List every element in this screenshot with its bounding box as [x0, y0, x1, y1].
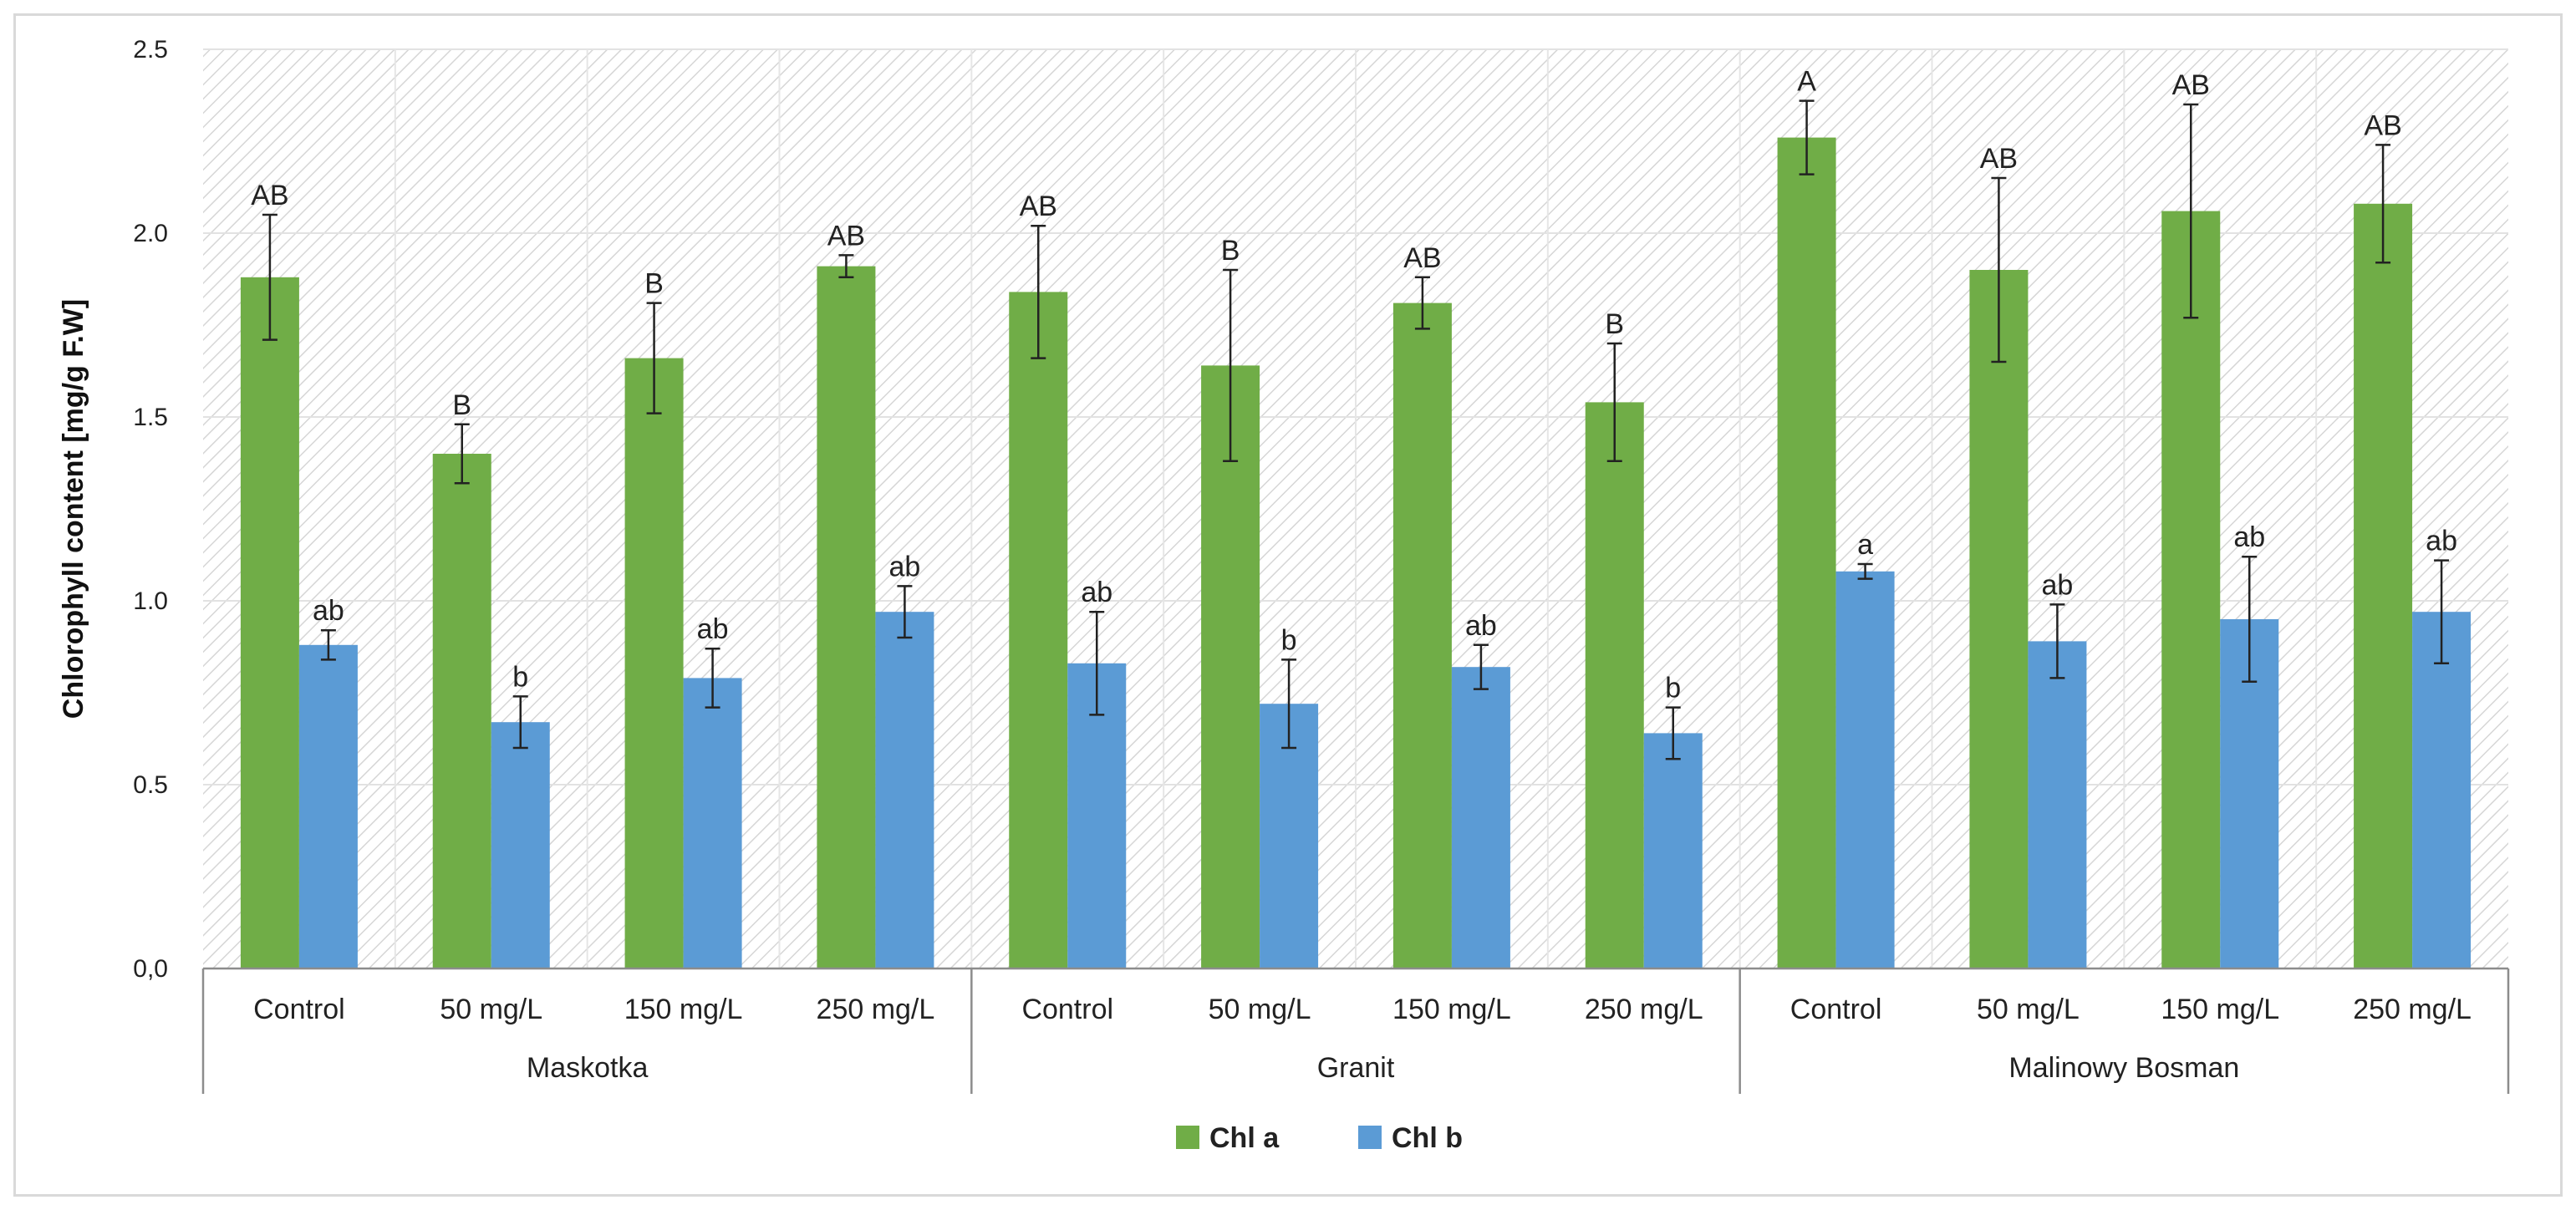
y-tick-label: 2.5 — [133, 36, 168, 64]
significance-label: B — [452, 389, 471, 421]
category-label: 50 mg/L — [440, 994, 542, 1025]
chl-a-bar — [1392, 302, 1452, 969]
category-label: 150 mg/L — [2161, 994, 2279, 1025]
y-axis-title: Chlorophyll content [mg/g F.W] — [58, 299, 89, 719]
chl-a-bar — [240, 277, 299, 969]
significance-label: AB — [1980, 143, 2018, 175]
category-label: 250 mg/L — [2353, 994, 2472, 1025]
significance-label: AB — [1020, 191, 1057, 222]
chl-a-bar — [817, 266, 876, 969]
significance-label: a — [1857, 529, 1873, 561]
group-label: Malinowy Bosman — [2008, 1052, 2239, 1084]
y-tick-label: 0,0 — [133, 955, 168, 983]
significance-label: AB — [827, 220, 865, 252]
category-label: Control — [1790, 994, 1882, 1025]
significance-label: AB — [2172, 69, 2210, 101]
chl-b-bar — [683, 678, 742, 969]
legend-label: Chl b — [1392, 1122, 1463, 1154]
legend-label: Chl a — [1209, 1122, 1280, 1154]
significance-label: ab — [1465, 610, 1497, 642]
significance-label: ab — [2233, 521, 2265, 553]
y-tick-label: 2.0 — [133, 220, 168, 247]
chl-b-bar — [298, 644, 358, 969]
chl-b-bar — [491, 722, 550, 969]
chl-a-bar — [1201, 365, 1260, 969]
significance-label: ab — [697, 613, 729, 645]
category-label: 250 mg/L — [817, 994, 935, 1025]
significance-label: ab — [2042, 569, 2074, 601]
category-label: 150 mg/L — [624, 994, 743, 1025]
category-label: 50 mg/L — [1977, 994, 2080, 1025]
category-label: Control — [1021, 994, 1113, 1025]
significance-label: AB — [2364, 109, 2401, 141]
chl-b-bar — [2028, 641, 2087, 969]
significance-label: ab — [2426, 526, 2457, 557]
chl-a-bar — [2354, 203, 2413, 969]
chl-b-bar — [875, 612, 934, 969]
category-label: 50 mg/L — [1209, 994, 1311, 1025]
category-label: 250 mg/L — [1585, 994, 1703, 1025]
category-label: Control — [253, 994, 345, 1025]
chl-a-bar — [624, 358, 684, 969]
group-label: Maskotka — [527, 1052, 649, 1084]
legend-swatch — [1358, 1126, 1382, 1149]
significance-label: b — [512, 661, 528, 693]
significance-label: ab — [313, 595, 344, 627]
chl-b-bar — [1835, 571, 1895, 969]
significance-label: B — [1221, 235, 1240, 267]
group-label: Granit — [1317, 1052, 1395, 1084]
chart-frame: 0,0 0.5 1.0 1.5 2.0 2.5 AB B B AB AB B AB B A AB AB AB ab… — [13, 13, 2563, 1197]
significance-label: b — [1281, 624, 1297, 656]
significance-label: ab — [1081, 577, 1112, 608]
significance-label: b — [1665, 673, 1681, 704]
chl-b-bar — [1451, 667, 1510, 969]
chl-a-bar — [1585, 402, 1644, 969]
significance-label: B — [1605, 308, 1624, 340]
chl-b-bar — [2412, 612, 2472, 969]
significance-label: ab — [889, 551, 921, 582]
chl-a-bar — [1777, 137, 1836, 969]
chl-a-bar — [2161, 211, 2221, 969]
significance-label: AB — [251, 180, 288, 211]
legend-swatch — [1176, 1126, 1199, 1149]
category-label: 150 mg/L — [1392, 994, 1511, 1025]
significance-label: B — [644, 268, 664, 300]
y-tick-label: 1.5 — [133, 404, 168, 431]
y-tick-label: 1.0 — [133, 587, 168, 615]
chl-a-bar — [1009, 292, 1068, 969]
chl-a-bar — [1969, 270, 2029, 969]
significance-label: AB — [1403, 242, 1441, 274]
chl-b-bar — [1643, 733, 1703, 969]
y-tick-label: 0.5 — [133, 771, 168, 799]
significance-label: A — [1797, 66, 1816, 98]
chl-a-bar — [432, 454, 491, 969]
